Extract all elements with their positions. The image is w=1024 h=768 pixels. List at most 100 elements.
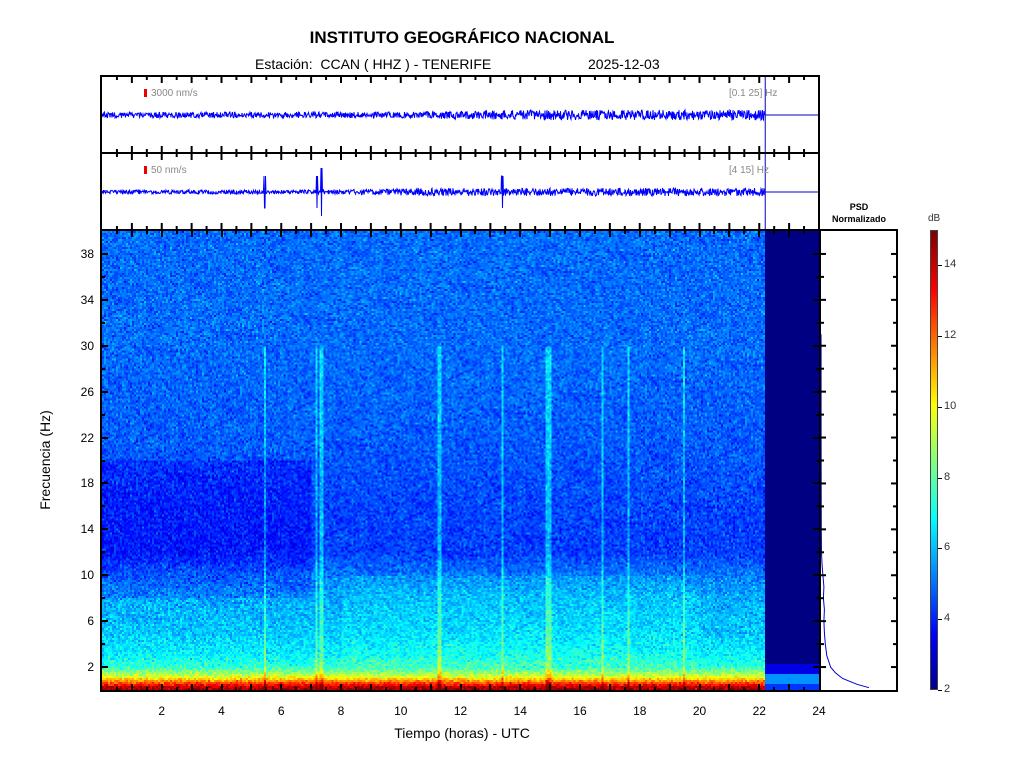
trace-line [102,108,766,122]
x-tick [549,231,552,237]
x-tick [265,687,268,690]
y-tick [813,482,819,485]
x-tick-label: 10 [394,704,408,718]
x-tick [773,687,776,690]
x-tick [384,231,387,234]
colorbar-tick-label: 4 [944,612,951,625]
x-tick [534,687,537,690]
x-tick [474,687,477,690]
x-tick [205,231,208,234]
psd-title-line2: Normalizado [831,214,886,224]
y-tick [102,482,108,485]
x-tick [325,231,328,234]
x-tick [235,687,238,690]
colorbar [930,230,938,690]
y-tick [102,413,105,416]
x-tick [220,231,223,237]
x-tick [743,231,746,234]
colorbar-tick-label: 10 [944,399,957,412]
x-tick [295,231,298,234]
spectrogram-panel [100,229,821,692]
x-tick [758,231,761,237]
trace-line [102,167,766,217]
x-tick [444,231,447,234]
x-tick [504,687,507,690]
x-tick-label: 16 [573,704,587,718]
x-tick [698,231,701,237]
x-tick [459,684,462,690]
y-tick [813,528,819,531]
x-tick-label: 14 [513,704,527,718]
y-tick [816,551,819,554]
scale-bar-icon [144,89,147,97]
y-tick [102,367,105,370]
colorbar-tick-label: 14 [944,258,957,271]
colorbar-tick [938,548,942,550]
colorbar-tick [938,265,942,267]
trace-scale-label: 50 nm/s [144,165,187,176]
y-tick [816,459,819,462]
y-tick [102,643,105,646]
y-tick [816,321,819,324]
y-tick [102,436,108,439]
x-tick [549,684,552,690]
x-tick-label: 4 [218,704,225,718]
x-tick [593,687,596,690]
x-tick [190,684,193,690]
scale-text: 3000 nm/s [151,88,198,99]
x-tick-label: 12 [453,704,468,718]
y-tick [813,436,819,439]
x-tick [713,231,716,234]
x-tick [235,231,238,234]
x-tick [145,231,148,234]
y-tick-label: 18 [80,476,94,491]
y-tick [102,620,108,623]
x-tick [190,231,193,237]
x-tick-label: 18 [633,704,647,718]
x-tick-label: 20 [692,704,707,718]
x-tick [788,231,791,237]
x-tick [623,687,626,690]
x-tick-label: 2 [158,704,166,718]
y-tick-label: 34 [80,292,94,307]
x-tick [579,231,581,237]
x-tick [250,231,253,237]
y-tick [102,574,108,577]
y-axis-title: Frecuencia (Hz) [37,410,53,510]
trace-panel-broadband: 3000 nm/s [0.1 25] Hz [100,75,820,154]
seismogram-trace-broadband [102,77,818,152]
x-tick [310,684,313,690]
x-tick [295,687,298,690]
y-tick [816,367,819,370]
y-tick [102,390,108,393]
x-tick [354,231,357,234]
x-tick [399,231,402,237]
x-tick [534,231,537,234]
x-axis-title: Tiempo (horas) - UTC [394,725,530,741]
x-tick [459,231,462,237]
x-tick [340,684,342,690]
y-tick [816,597,819,600]
psd-title-line1: PSD [849,202,869,212]
y-tick-label: 38 [80,246,94,261]
x-tick [160,684,163,690]
x-tick [354,687,357,690]
x-tick [773,231,776,234]
y-tick [813,344,819,347]
x-tick [160,231,163,237]
x-tick [683,231,686,234]
x-tick-label: 6 [277,704,285,718]
y-tick-label: 14 [80,522,94,537]
x-tick [504,231,507,234]
y-tick [102,666,108,669]
y-tick-label: 22 [80,430,94,445]
y-tick-label: 26 [80,384,94,399]
x-tick [638,684,641,690]
y-tick [813,298,819,301]
y-tick [102,298,108,301]
colorbar-unit: dB [928,213,941,224]
x-tick [489,231,492,237]
x-tick [220,684,223,690]
y-tick [102,344,108,347]
